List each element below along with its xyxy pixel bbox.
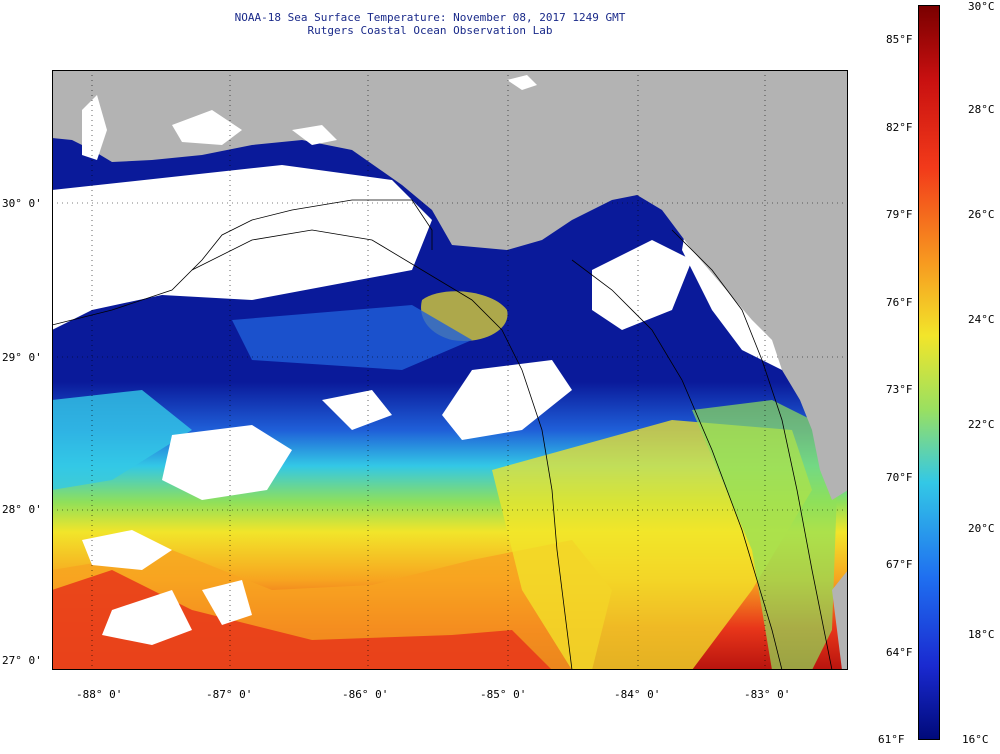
lon-label-88: -88° 0' <box>76 688 123 701</box>
cb-fahrenheit-64: 64°F <box>886 646 913 659</box>
lat-label-29: 29° 0' <box>2 351 42 364</box>
cb-fahrenheit-70: 70°F <box>886 471 913 484</box>
lon-label-85: -85° 0' <box>480 688 527 701</box>
cb-celsius-18: 18°C <box>968 628 995 641</box>
map-title: NOAA-18 Sea Surface Temperature: Novembe… <box>234 11 626 24</box>
lon-label-87: -87° 0' <box>206 688 253 701</box>
cyan-filament <box>232 305 472 370</box>
cb-celsius-16: 16°C <box>962 733 989 746</box>
lat-label-30: 30° 0' <box>2 197 42 210</box>
cyan-band <box>52 390 192 490</box>
isobath-lines <box>52 199 833 670</box>
cb-fahrenheit-79: 79°F <box>886 208 913 221</box>
lat-label-28: 28° 0' <box>2 503 42 516</box>
sst-map <box>52 70 848 670</box>
cb-fahrenheit-85: 85°F <box>886 33 913 46</box>
cb-celsius-28: 28°C <box>968 103 995 116</box>
lon-label-83: -83° 0' <box>744 688 791 701</box>
map-subtitle: Rutgers Coastal Ocean Observation Lab <box>307 24 553 37</box>
cb-fahrenheit-76: 76°F <box>886 296 913 309</box>
cb-fahrenheit-73: 73°F <box>886 383 913 396</box>
colorbar <box>918 5 940 740</box>
cb-fahrenheit-67: 67°F <box>886 558 913 571</box>
lon-label-84: -84° 0' <box>614 688 661 701</box>
lat-label-27: 27° 0' <box>2 654 42 667</box>
red-patch-south <box>52 570 552 670</box>
cb-fahrenheit-82: 82°F <box>886 121 913 134</box>
cb-celsius-20: 20°C <box>968 522 995 535</box>
graticule <box>52 70 848 670</box>
cb-celsius-24: 24°C <box>968 313 995 326</box>
cb-fahrenheit-61: 61°F <box>878 733 905 746</box>
cb-celsius-22: 22°C <box>968 418 995 431</box>
cb-celsius-26: 26°C <box>968 208 995 221</box>
green-band-shelf <box>692 400 837 670</box>
bays <box>82 75 537 160</box>
cb-celsius-30: 30°C <box>968 0 995 13</box>
lon-label-86: -86° 0' <box>342 688 389 701</box>
land <box>52 70 848 670</box>
